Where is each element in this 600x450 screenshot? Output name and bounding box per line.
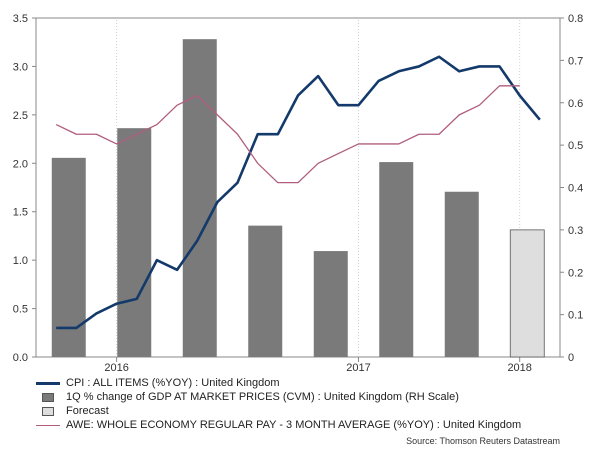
y-right-tick-label: 0.8	[568, 13, 583, 25]
legend-item-gdp: 1Q % change of GDP AT MARKET PRICES (CVM…	[36, 390, 596, 404]
source-note: Source: Thomson Reuters Datastream	[406, 436, 560, 446]
x-tick-label: 2016	[104, 362, 128, 372]
plot-frame	[35, 17, 561, 358]
y-left-tick-label: 0.5	[13, 304, 28, 316]
awe-line	[55, 85, 520, 184]
y-right-tick-label: 0.7	[568, 55, 583, 67]
legend-item-awe: AWE: WHOLE ECONOMY REGULAR PAY - 3 MONTH…	[36, 418, 596, 432]
y-right-tick-label: 0.1	[568, 310, 583, 322]
gdp-bar	[248, 225, 283, 357]
cpi-line	[56, 55, 541, 330]
chart: 2016 2017 2018 0.0 0.5 1.0 1.5 2.0 2.5 3.0 3.5 0 0.1…	[13, 13, 584, 372]
legend: CPI : ALL ITEMS (%YOY) : United Kingdom …	[36, 376, 596, 432]
gdp-bar	[444, 191, 479, 357]
gdp-bar	[117, 128, 152, 357]
y-left-tick-label: 3.5	[13, 13, 28, 25]
y-right-tick-label: 0.5	[568, 140, 583, 152]
forecast-bar	[509, 229, 545, 358]
gdp-bar	[379, 162, 414, 357]
legend-label-awe: AWE: WHOLE ECONOMY REGULAR PAY - 3 MONTH…	[66, 419, 522, 431]
legend-label-gdp: 1Q % change of GDP AT MARKET PRICES (CVM…	[66, 391, 459, 403]
y-right-tick-label: 0	[568, 352, 574, 364]
legend-item-cpi: CPI : ALL ITEMS (%YOY) : United Kingdom	[36, 376, 596, 390]
y-right-tick-label: 0.3	[568, 225, 583, 237]
y-left-tick-label: 3.0	[13, 61, 28, 73]
legend-swatch-awe	[36, 424, 60, 426]
legend-swatch-gdp	[42, 392, 54, 402]
y-left-tick-label: 2.5	[13, 110, 28, 122]
y-left-tick-label: 1.5	[13, 207, 28, 219]
y-right-tick-label: 0.2	[568, 267, 583, 279]
y-right-tick-label: 0.4	[568, 183, 583, 195]
y-left-tick-label: 1.0	[13, 255, 28, 267]
legend-swatch-forecast	[42, 406, 54, 416]
y-left-tick-label: 2.0	[13, 158, 28, 170]
gdp-bar	[313, 251, 348, 357]
gdp-bar	[182, 39, 217, 357]
x-tick-label: 2017	[346, 362, 370, 372]
legend-label-forecast: Forecast	[66, 405, 109, 417]
y-left-tick-label: 0.0	[13, 352, 28, 364]
y-right-tick-label: 0.6	[568, 98, 583, 110]
legend-swatch-cpi	[36, 381, 60, 385]
legend-item-forecast: Forecast	[36, 404, 596, 418]
legend-label-cpi: CPI : ALL ITEMS (%YOY) : United Kingdom	[66, 377, 280, 389]
x-tick-label: 2018	[507, 362, 531, 372]
